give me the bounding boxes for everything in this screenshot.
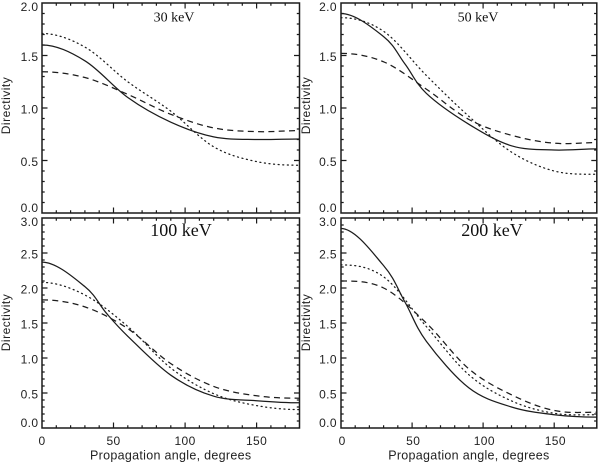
svg-text:0.5: 0.5 [319, 155, 337, 169]
svg-text:50 keV: 50 keV [458, 11, 499, 26]
svg-text:Directivity: Directivity [0, 77, 13, 135]
svg-text:Directivity: Directivity [299, 77, 313, 135]
svg-text:0.5: 0.5 [21, 387, 39, 401]
svg-text:Propagation angle, degrees: Propagation angle, degrees [90, 449, 251, 463]
svg-text:50: 50 [406, 434, 420, 448]
svg-text:0.0: 0.0 [21, 416, 39, 430]
svg-text:1.5: 1.5 [319, 50, 337, 64]
svg-text:1.5: 1.5 [21, 317, 39, 331]
svg-text:1.0: 1.0 [319, 352, 337, 366]
svg-text:1.0: 1.0 [21, 352, 39, 366]
svg-text:0: 0 [38, 434, 45, 448]
svg-text:150: 150 [246, 434, 267, 448]
svg-text:0.0: 0.0 [319, 201, 337, 215]
svg-text:2.0: 2.0 [21, 0, 39, 14]
svg-text:1.0: 1.0 [319, 102, 337, 116]
svg-text:2.5: 2.5 [21, 247, 39, 261]
svg-text:100 keV: 100 keV [150, 220, 212, 240]
svg-text:1.5: 1.5 [21, 50, 39, 64]
svg-text:1.0: 1.0 [21, 102, 39, 116]
svg-text:100: 100 [474, 434, 495, 448]
svg-text:200 keV: 200 keV [461, 220, 523, 240]
svg-text:Directivity: Directivity [0, 294, 13, 352]
svg-text:30 keV: 30 keV [154, 11, 195, 26]
svg-text:0.5: 0.5 [21, 155, 39, 169]
svg-text:3.0: 3.0 [319, 215, 337, 229]
svg-text:2.0: 2.0 [319, 0, 337, 14]
svg-text:50: 50 [106, 434, 120, 448]
svg-text:Propagation angle, degrees: Propagation angle, degrees [388, 449, 549, 463]
svg-text:2.0: 2.0 [319, 282, 337, 296]
svg-text:100: 100 [174, 434, 195, 448]
svg-text:0.5: 0.5 [319, 387, 337, 401]
svg-text:0.0: 0.0 [319, 416, 337, 430]
svg-text:150: 150 [545, 434, 566, 448]
svg-text:0: 0 [339, 434, 346, 448]
svg-text:2.5: 2.5 [319, 247, 337, 261]
svg-text:3.0: 3.0 [21, 215, 39, 229]
svg-text:Directivity: Directivity [299, 294, 313, 352]
svg-text:0.0: 0.0 [21, 201, 39, 215]
svg-text:2.0: 2.0 [21, 282, 39, 296]
svg-text:1.5: 1.5 [319, 317, 337, 331]
